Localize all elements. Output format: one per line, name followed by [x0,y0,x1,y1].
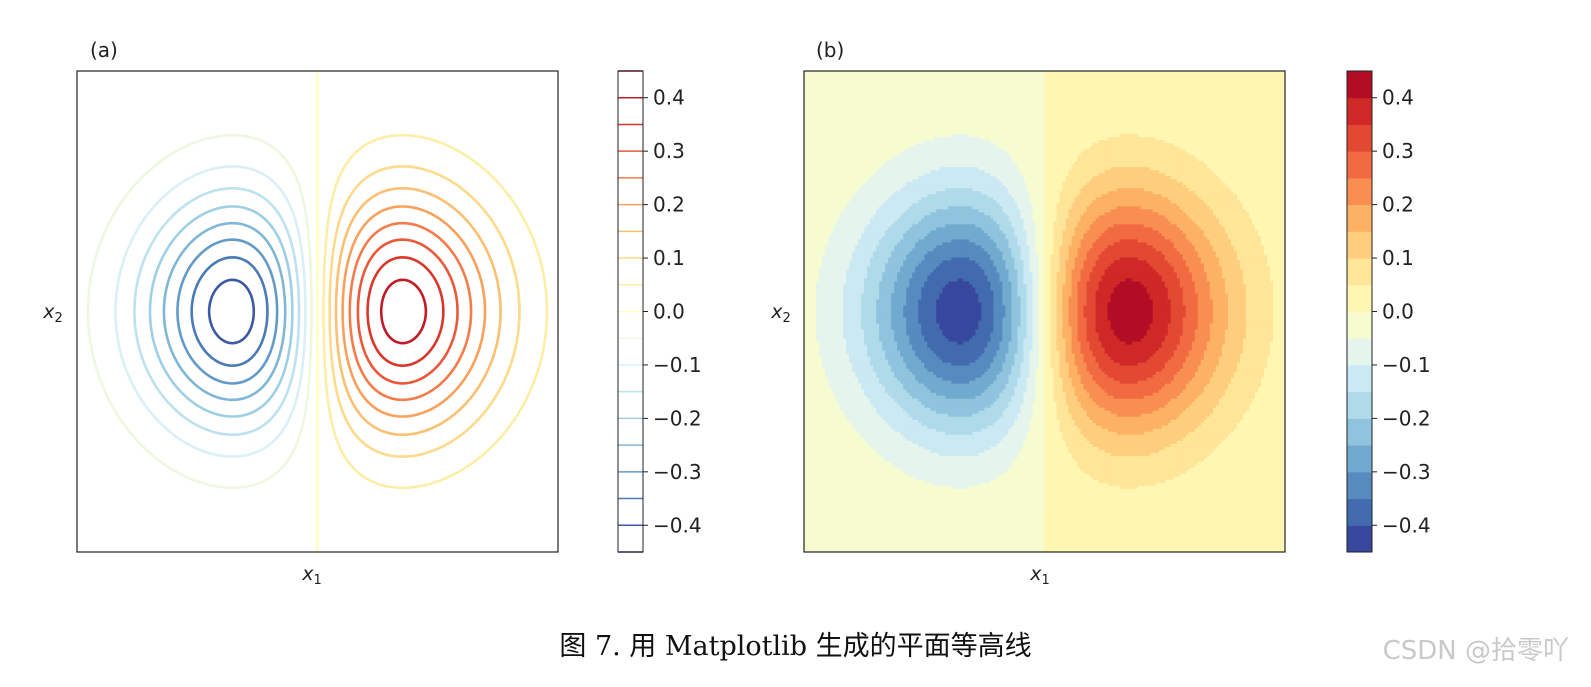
colorbar-tick-label: 0.1 [653,246,685,270]
contour-line [150,207,292,417]
contour-line [192,257,268,365]
panel-b: (b) x1 x2 0.40.30.20.10.0−0.1−0.2−0.3−0.… [770,38,1430,588]
contour-line [343,207,485,417]
colorbar-tick-label: 0.0 [653,300,685,324]
colorbar-tick-label: −0.3 [653,460,702,484]
panel-b-plot-area [804,71,1286,553]
contour-line [368,257,444,365]
colorbar-tick-label: 0.2 [653,193,685,217]
panel-a-xlabel: x1 [301,563,322,588]
panel-a-ylabel: x2 [42,301,63,326]
colorbar-tick-label: −0.1 [653,353,702,377]
panel-a: (a) x1 x2 0.4 0.3 0.2 0.1 0.0 −0.1 −0.2 −0.3 −0.… [42,38,701,588]
panel-a-label: (a) [90,38,118,62]
panel-a-plot-area [88,71,547,552]
contour-line [381,280,426,343]
colorbar-tick-label: 0.3 [653,139,685,163]
colorbar-tick-label: 0.4 [653,86,685,110]
contour-line [209,280,254,343]
colorbar-tick-label: −0.4 [653,513,702,537]
panel-a-colorbar: 0.4 0.3 0.2 0.1 0.0 −0.1 −0.2 −0.3 −0.4 [618,71,702,552]
colorbar-tick-label: −0.2 [653,406,702,430]
panel-b-label: (b) [816,38,844,62]
